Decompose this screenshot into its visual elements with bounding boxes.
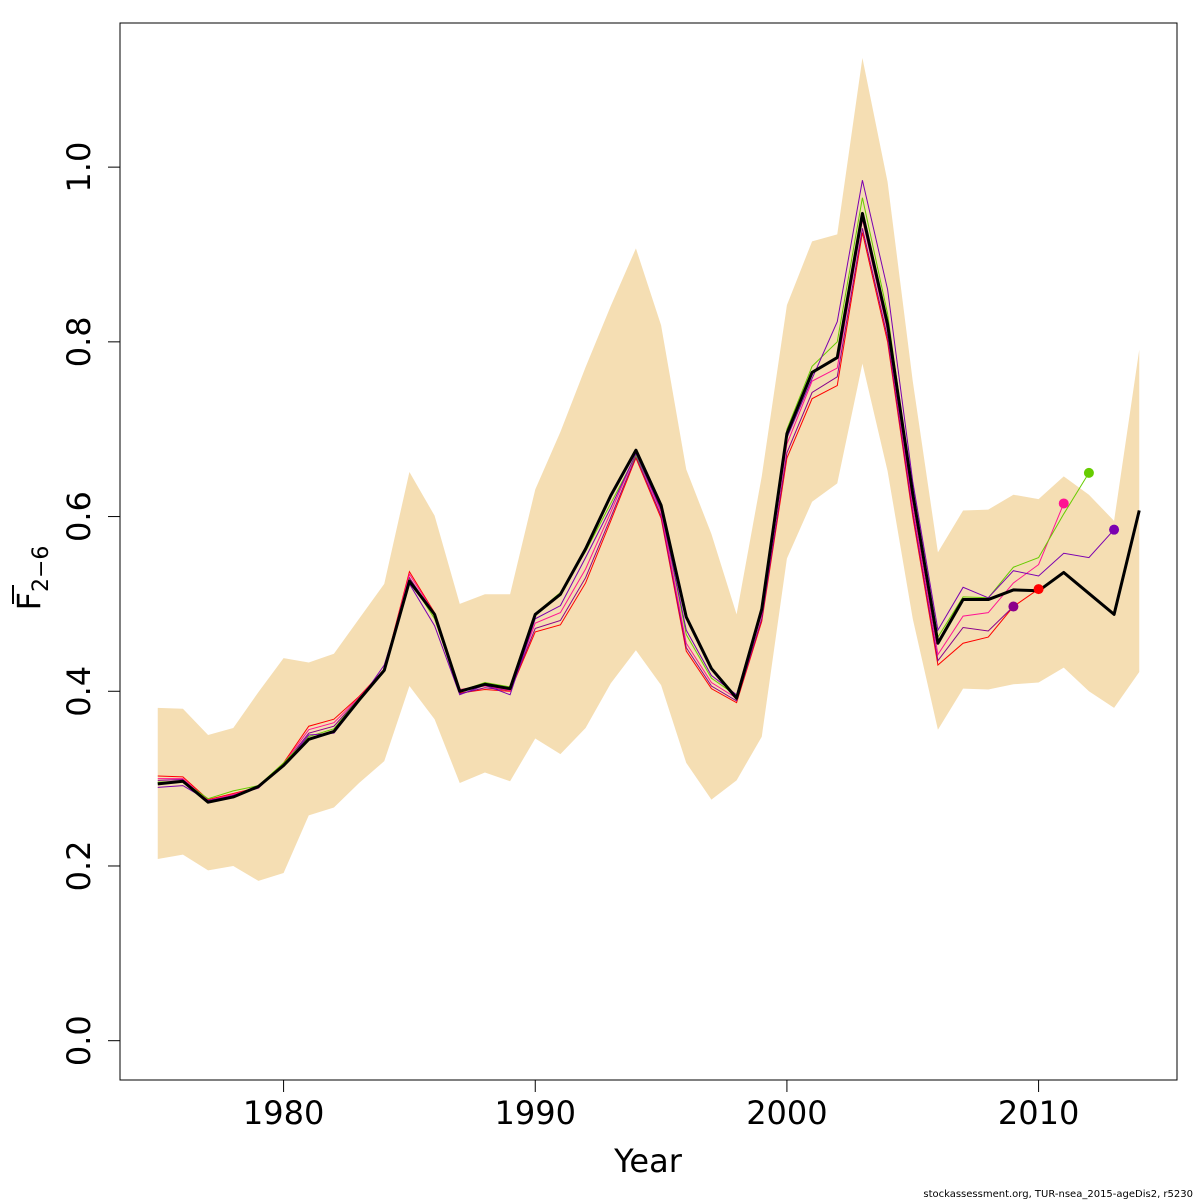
x-tick-label: 1980 bbox=[243, 1094, 324, 1132]
y-tick-label-group: 0.2 bbox=[60, 841, 98, 892]
retro-endpoints-layer bbox=[1008, 467, 1120, 612]
retro-series-line-3 bbox=[157, 219, 1065, 802]
y-axis: 0.0 0.2 0.4 0.6 0.8 1.0 bbox=[60, 142, 121, 1066]
svg-text:F2−6: F2−6 bbox=[10, 546, 54, 611]
retro-series-endpoint-4 bbox=[1083, 467, 1094, 478]
retro-series-endpoint-1 bbox=[1033, 584, 1044, 595]
main-series-layer bbox=[157, 211, 1141, 804]
y-tick-label-group: 1.0 bbox=[60, 142, 98, 193]
y-tick-label: 0.4 bbox=[60, 666, 98, 717]
y-tick-label-group: 0.0 bbox=[60, 1015, 98, 1066]
y-tick-label-group: 0.6 bbox=[60, 491, 98, 542]
retro-series-line-2 bbox=[157, 228, 1014, 802]
y-axis-title-subscript: 2−6 bbox=[29, 546, 54, 592]
y-tick-label: 0.8 bbox=[60, 316, 98, 367]
y-tick-label: 0.6 bbox=[60, 491, 98, 542]
y-tick-label-group: 0.4 bbox=[60, 666, 98, 717]
retro-series-endpoint-3 bbox=[1058, 498, 1069, 509]
retro-series-line-1 bbox=[157, 232, 1039, 801]
main-series-line bbox=[157, 211, 1141, 804]
x-axis: 1980 1990 2000 2010 bbox=[243, 1079, 1079, 1132]
footer-credit: stockassessment.org, TUR-nsea_2015-ageDi… bbox=[923, 1189, 1193, 1200]
x-axis-title: Year bbox=[613, 1142, 683, 1180]
y-axis-title: F2−6 bbox=[10, 546, 54, 611]
y-tick-label: 0.0 bbox=[60, 1015, 98, 1066]
x-tick-label: 2010 bbox=[998, 1094, 1079, 1132]
x-tick-label: 2000 bbox=[746, 1094, 827, 1132]
y-axis-title-main: F bbox=[10, 592, 48, 610]
y-tick-label: 1.0 bbox=[60, 142, 98, 193]
y-tick-label: 0.2 bbox=[60, 841, 98, 892]
confidence-band bbox=[157, 57, 1140, 881]
x-tick-label: 1990 bbox=[495, 1094, 576, 1132]
retro-series-endpoint-5 bbox=[1109, 524, 1120, 535]
confidence-band-layer bbox=[157, 57, 1140, 881]
y-tick-label-group: 0.8 bbox=[60, 316, 98, 367]
retro-series-endpoint-2 bbox=[1008, 601, 1019, 612]
